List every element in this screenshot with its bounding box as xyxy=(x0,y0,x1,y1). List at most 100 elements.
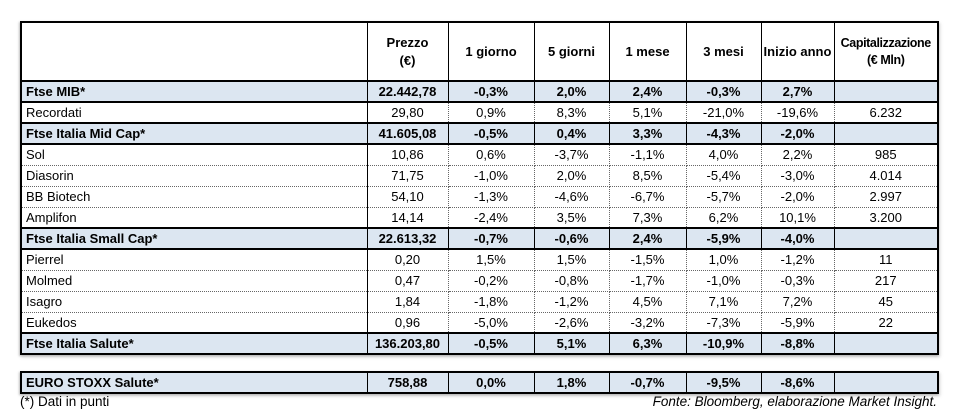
value-cell: 1,0% xyxy=(686,249,762,271)
value-cell: -8,8% xyxy=(761,332,835,355)
value-cell: 1,5% xyxy=(448,249,535,271)
value-cell: 10,1% xyxy=(761,207,835,229)
value-cell: -8,6% xyxy=(761,371,835,394)
stock-row: BB Biotech 54,10 -1,3% -4,6% -6,7% -5,7% -2,0%… xyxy=(21,186,938,208)
value-cell: -5,9% xyxy=(761,312,835,334)
value-cell: -3,2% xyxy=(609,312,687,334)
header-row: Prezzo (€) 1 giorno 5 giorni 1 mese 3 me… xyxy=(21,22,938,82)
value-cell: 5,1% xyxy=(609,102,687,124)
header-capitalizzazione-unit: (€ Mln) xyxy=(867,52,905,67)
value-cell: 2,0% xyxy=(534,80,610,103)
header-1-mese: 1 mese xyxy=(609,22,687,82)
value-cell xyxy=(834,332,938,355)
value-cell: -6,7% xyxy=(609,186,687,208)
value-cell: 1,8% xyxy=(534,371,610,394)
value-cell: -1,0% xyxy=(448,165,535,187)
value-cell: 4.014 xyxy=(834,165,938,187)
value-cell: 0,9% xyxy=(448,102,535,124)
name-cell: Molmed xyxy=(21,270,368,292)
value-cell: 3,5% xyxy=(534,207,610,229)
value-cell: 4,5% xyxy=(609,291,687,313)
value-cell: 136.203,80 xyxy=(367,332,449,355)
value-cell: 8,5% xyxy=(609,165,687,187)
header-1-giorno: 1 giorno xyxy=(448,22,535,82)
euro-stoxx-table-body: EURO STOXX Salute* 758,88 0,0% 1,8% -0,7% -9,… xyxy=(21,371,938,394)
value-cell: 6.232 xyxy=(834,102,938,124)
value-cell: 22.613,32 xyxy=(367,227,449,250)
stock-row: Isagro 1,84 -1,8% -1,2% 4,5% 7,1% 7,2% 45 xyxy=(21,291,938,313)
value-cell: 2,4% xyxy=(609,227,687,250)
name-cell: Ftse MIB* xyxy=(21,80,368,103)
value-cell: -2,6% xyxy=(534,312,610,334)
value-cell: 45 xyxy=(834,291,938,313)
header-name-blank xyxy=(21,22,368,82)
value-cell: -0,8% xyxy=(534,270,610,292)
value-cell: -2,4% xyxy=(448,207,535,229)
value-cell: 758,88 xyxy=(367,371,449,394)
value-cell: 0,47 xyxy=(367,270,449,292)
value-cell: 0,6% xyxy=(448,144,535,166)
value-cell: 0,20 xyxy=(367,249,449,271)
value-cell: 0,4% xyxy=(534,122,610,145)
name-cell: Isagro xyxy=(21,291,368,313)
value-cell: -2,0% xyxy=(761,122,835,145)
value-cell: -1,1% xyxy=(609,144,687,166)
value-cell: -1,8% xyxy=(448,291,535,313)
value-cell: -0,6% xyxy=(534,227,610,250)
value-cell xyxy=(834,227,938,250)
value-cell: -0,5% xyxy=(448,122,535,145)
stock-row: Pierrel 0,20 1,5% 1,5% -1,5% 1,0% -1,2% 11 xyxy=(21,249,938,271)
index-row: Ftse Italia Salute* 136.203,80 -0,5% 5,1% 6,… xyxy=(21,332,938,355)
value-cell: 2,7% xyxy=(761,80,835,103)
index-row: Ftse MIB* 22.442,78 -0,3% 2,0% 2,4% -0,3% 2,7% xyxy=(21,80,938,103)
name-cell: Recordati xyxy=(21,102,368,124)
value-cell: 71,75 xyxy=(367,165,449,187)
value-cell: -3,7% xyxy=(534,144,610,166)
header-capitalizzazione: Capitalizzazione (€ Mln) xyxy=(834,22,938,82)
value-cell: 6,3% xyxy=(609,332,687,355)
value-cell: 11 xyxy=(834,249,938,271)
value-cell: 1,5% xyxy=(534,249,610,271)
name-cell: Amplifon xyxy=(21,207,368,229)
value-cell: -0,3% xyxy=(686,80,762,103)
value-cell: -5,9% xyxy=(686,227,762,250)
index-row: Ftse Italia Small Cap* 22.613,32 -0,7% -0,6… xyxy=(21,227,938,250)
table-footer: (*) Dati in punti Fonte: Bloomberg, elab… xyxy=(20,394,937,409)
stock-row: Recordati 29,80 0,9% 8,3% 5,1% -21,0% -19,6% 6.… xyxy=(21,102,938,124)
value-cell xyxy=(834,122,938,145)
value-cell xyxy=(834,80,938,103)
value-cell: 22.442,78 xyxy=(367,80,449,103)
stock-row: Amplifon 14,14 -2,4% 3,5% 7,3% 6,2% 10,1% 3.200 xyxy=(21,207,938,229)
value-cell: 2,2% xyxy=(761,144,835,166)
value-cell xyxy=(834,371,938,394)
name-cell: Ftse Italia Mid Cap* xyxy=(21,122,368,145)
value-cell: 41.605,08 xyxy=(367,122,449,145)
value-cell: -5,0% xyxy=(448,312,535,334)
stock-row: Sol 10,86 0,6% -3,7% -1,1% 4,0% 2,2% 985 xyxy=(21,144,938,166)
value-cell: 0,96 xyxy=(367,312,449,334)
value-cell: -0,3% xyxy=(448,80,535,103)
value-cell: 8,3% xyxy=(534,102,610,124)
stock-row: Eukedos 0,96 -5,0% -2,6% -3,2% -7,3% -5,9% 22 xyxy=(21,312,938,334)
value-cell: -19,6% xyxy=(761,102,835,124)
value-cell: 3.200 xyxy=(834,207,938,229)
value-cell: -4,3% xyxy=(686,122,762,145)
value-cell: -1,0% xyxy=(686,270,762,292)
header-inizio-anno: Inizio anno xyxy=(761,22,835,82)
value-cell: 22 xyxy=(834,312,938,334)
value-cell: -5,7% xyxy=(686,186,762,208)
value-cell: 7,3% xyxy=(609,207,687,229)
name-cell: BB Biotech xyxy=(21,186,368,208)
value-cell: 985 xyxy=(834,144,938,166)
index-row: Ftse Italia Mid Cap* 41.605,08 -0,5% 0,4% 3,… xyxy=(21,122,938,145)
stock-row: Molmed 0,47 -0,2% -0,8% -1,7% -1,0% -0,3% 217 xyxy=(21,270,938,292)
value-cell: -1,7% xyxy=(609,270,687,292)
value-cell: -1,5% xyxy=(609,249,687,271)
value-cell: -4,6% xyxy=(534,186,610,208)
header-3-mesi: 3 mesi xyxy=(686,22,762,82)
value-cell: 5,1% xyxy=(534,332,610,355)
table-header: Prezzo (€) 1 giorno 5 giorni 1 mese 3 me… xyxy=(21,22,938,82)
value-cell: 14,14 xyxy=(367,207,449,229)
value-cell: -3,0% xyxy=(761,165,835,187)
value-cell: -7,3% xyxy=(686,312,762,334)
